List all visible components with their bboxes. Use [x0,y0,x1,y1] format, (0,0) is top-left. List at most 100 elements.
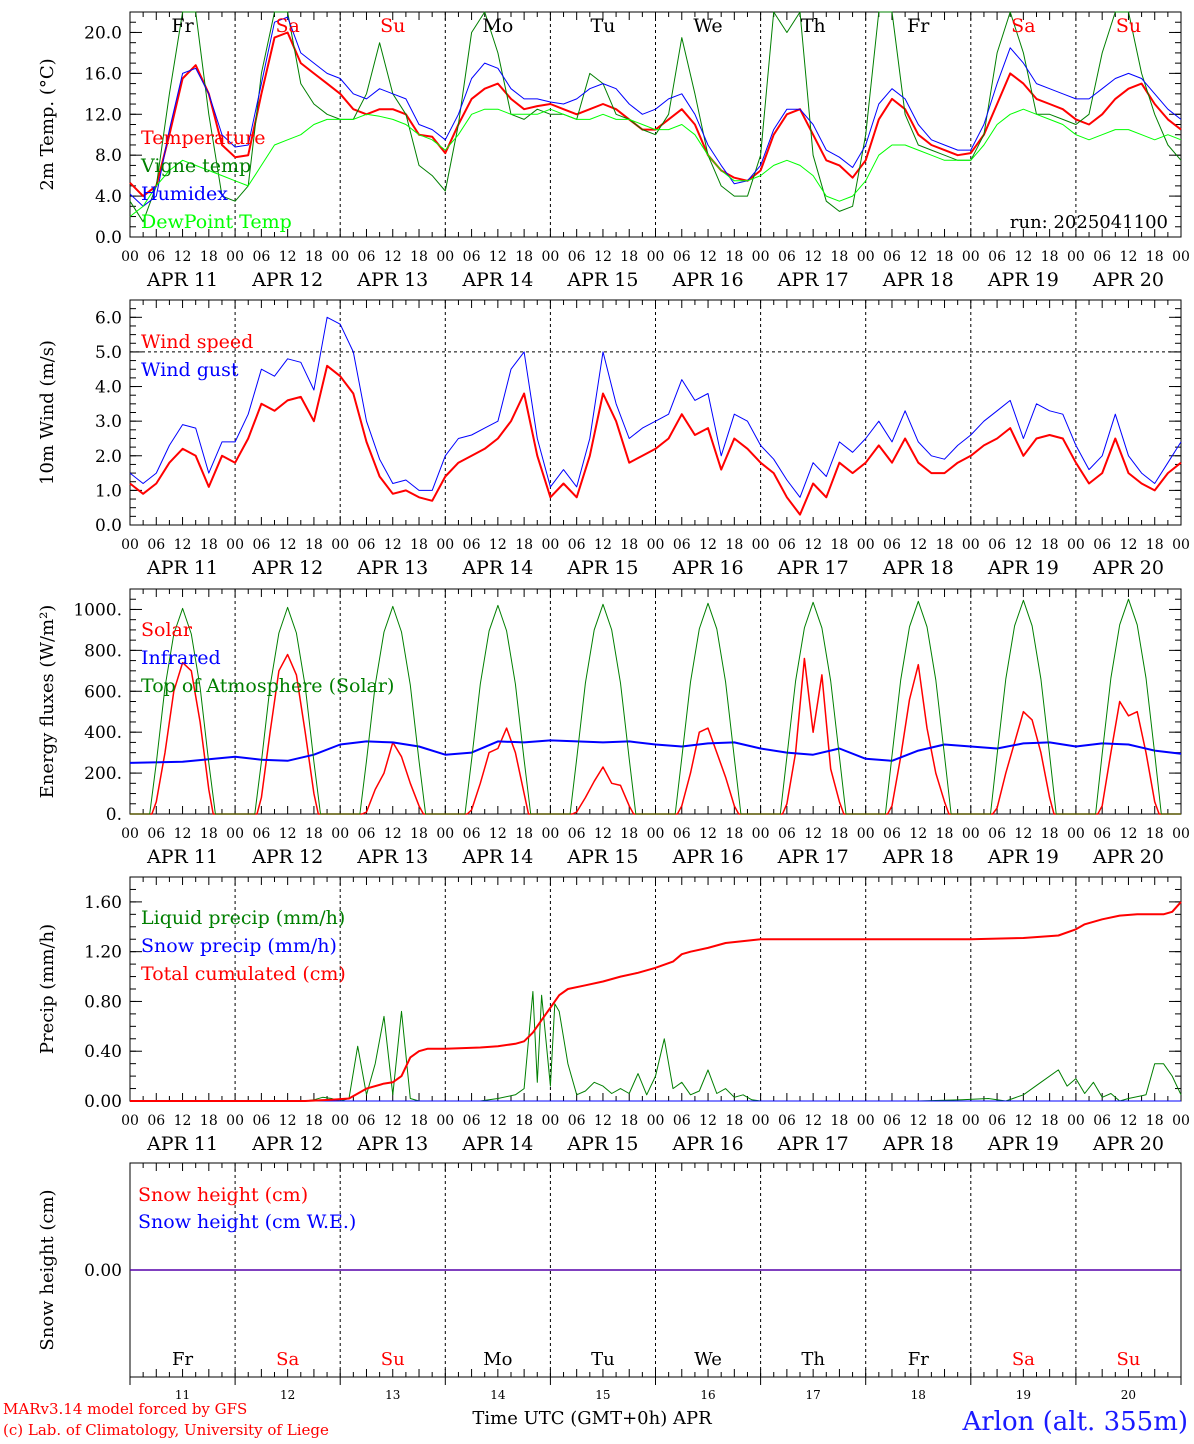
y-tick-label: 800. [84,641,122,661]
weekday-label: We [693,15,722,37]
legend-entry: Liquid precip (mm/h) [141,907,345,929]
x-date-label: APR 11 [146,269,218,291]
x-hour-label: 00 [331,826,349,842]
x-date-label: APR 15 [566,557,638,579]
x-date-label: APR 20 [1092,846,1164,868]
x-hour-label: 18 [1041,249,1059,265]
x-date-label: APR 19 [987,557,1059,579]
y-tick-label: 0.40 [84,1042,122,1062]
x-date-label: APR 16 [672,557,744,579]
x-hour-label: 06 [883,1113,901,1129]
x-hour-label: 00 [962,826,980,842]
weekday-label: Su [381,1349,405,1370]
x-date-label: APR 13 [356,557,428,579]
series-line-vigne-temp [129,11,1182,223]
y-tick-label: 600. [84,682,122,702]
day-number-label: 19 [1016,1388,1031,1402]
legend-entry: Snow height (cm W.E.) [138,1211,356,1233]
x-hour-label: 06 [988,826,1006,842]
x-hour-label: 06 [358,826,376,842]
x-hour-label: 00 [857,1113,875,1129]
x-hour-label: 12 [909,537,927,553]
series-line-infrared [129,739,1182,764]
panel-1: 0.0 4.0 8.0 12.0 16.0 20.0 2m Temp. (°C) 00 06 12… [37,11,1190,291]
series-line-wind-gust [129,316,1182,498]
y-tick-label: 4.0 [95,187,122,207]
series-line-top-of-atmosphere-solar- [130,598,1181,815]
x-hour-label: 00 [541,537,559,553]
x-date-label: APR 12 [251,269,323,291]
x-hour-label: 18 [936,826,954,842]
x-date-label: APR 18 [882,557,954,579]
panel-2: 0.0 1.0 2.0 3.0 4.0 5.0 6.0 10m Wind (m/s) 00 06 1… [37,299,1190,579]
x-hour-label: 18 [1146,537,1164,553]
y-axis-label: Snow height (cm) [37,1189,58,1350]
x-hour-label: 00 [857,826,875,842]
x-hour-label: 12 [1014,826,1032,842]
x-hour-label: 12 [489,249,507,265]
day-number-label: 11 [175,1388,190,1402]
legend-entry: Humidex [141,183,228,205]
x-date-label: APR 18 [882,269,954,291]
weekday-label: Mo [483,1349,512,1370]
x-hour-label: 00 [857,249,875,265]
x-date-label: APR 15 [566,846,638,868]
x-hour-label: 00 [226,1113,244,1129]
weekday-label: Tu [591,1349,615,1370]
y-tick-label: 20.0 [84,23,122,43]
x-date-label: APR 19 [987,846,1059,868]
x-hour-label: 18 [831,249,849,265]
x-hour-label: 12 [489,826,507,842]
x-hour-label: 12 [384,249,402,265]
weekday-label: Th [801,1349,825,1370]
x-hour-label: 00 [1067,537,1085,553]
x-hour-label: 18 [410,249,428,265]
panel-4: 0.00 0.40 0.80 1.20 1.60 Precip (mm/h) 00 06 12 1… [37,876,1190,1155]
x-date-label: APR 14 [461,846,533,868]
weekday-label: We [694,1349,722,1370]
x-date-label: APR 11 [146,557,218,579]
x-hour-label: 06 [568,537,586,553]
x-hour-label: 00 [121,1113,139,1129]
x-hour-label: 18 [1041,826,1059,842]
x-date-label: APR 14 [461,269,533,291]
y-tick-label: 1.60 [84,893,122,913]
x-date-label: APR 17 [777,1133,849,1155]
x-hour-label: 18 [410,537,428,553]
x-date-label: APR 14 [461,557,533,579]
x-hour-label: 06 [673,537,691,553]
y-tick-label: 12.0 [84,105,122,125]
x-hour-label: 00 [1172,249,1190,265]
x-hour-label: 00 [226,826,244,842]
day-number-label: 15 [595,1388,610,1402]
weekday-label: Sa [276,1349,299,1370]
x-hour-label: 00 [1172,1113,1190,1129]
x-hour-label: 00 [647,1113,665,1129]
footer-credit-line: (c) Lab. of Climatology, University of L… [3,1421,329,1439]
x-hour-label: 00 [647,537,665,553]
x-hour-label: 06 [568,249,586,265]
x-hour-label: 18 [620,537,638,553]
x-hour-label: 06 [883,826,901,842]
x-hour-label: 12 [699,249,717,265]
x-hour-label: 12 [384,1113,402,1129]
x-hour-label: 06 [778,826,796,842]
x-hour-label: 18 [200,1113,218,1129]
series-line-total-cumulated-cm- [130,901,1182,1102]
x-hour-label: 18 [305,537,323,553]
x-hour-label: 12 [804,1113,822,1129]
x-hour-label: 06 [252,1113,270,1129]
x-hour-label: 12 [279,1113,297,1129]
x-hour-label: 12 [174,826,192,842]
x-hour-label: 12 [699,537,717,553]
x-hour-label: 00 [331,249,349,265]
x-hour-label: 00 [752,826,770,842]
x-date-label: APR 12 [251,1133,323,1155]
x-date-label: APR 11 [146,846,218,868]
x-hour-label: 06 [673,1113,691,1129]
x-hour-label: 06 [358,1113,376,1129]
series-line-dewpoint-temp [129,108,1182,217]
series-line-wind-speed [129,364,1182,516]
x-hour-label: 18 [515,1113,533,1129]
